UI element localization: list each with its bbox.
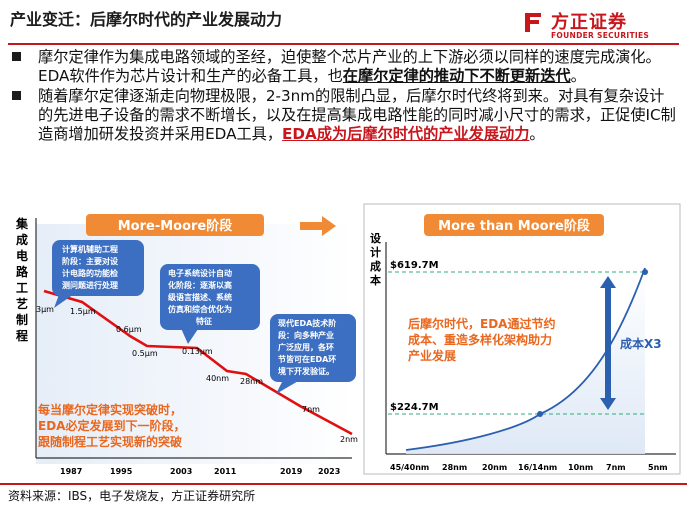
title-divider: [8, 43, 679, 45]
bullet-text: 摩尔定律作为集成电路领域的圣经，迫使整个芯片产业的上下游必须以同样的速度完成演化…: [38, 48, 661, 85]
eda-stage-callout-esda: 电子系统设计自动 化阶段：逐渐以高 级语言描述、系统 仿真和综合优化为 特征: [160, 264, 260, 344]
node-label: 1.5μm: [70, 307, 96, 316]
y-label-char: 集: [15, 216, 29, 231]
callout-line: 电子系统设计自动: [168, 268, 232, 278]
year-tick-label: 2019: [280, 467, 303, 476]
node-label: 3μm: [36, 305, 54, 314]
right-banner-text: More than Moore阶段: [438, 218, 590, 234]
bullet-emphasis: 在摩尔定律的推动下不断更新迭代: [342, 67, 571, 85]
y-label-char: 成: [370, 259, 381, 273]
source-note: 资料来源：IBS，电子发烧友，方正证券研究所: [8, 489, 256, 503]
left-chart: 集 成 电 路 工 艺 制 程 More-Moore阶段 3μm 1.5μm 0…: [15, 214, 358, 476]
callout-line: 化阶段：逐渐以高: [168, 280, 232, 290]
right-y-label: 设 计 成 本: [370, 231, 382, 287]
y-label-char: 计: [370, 245, 381, 259]
y-label-char: 成: [16, 232, 28, 247]
node-tick-label: 10nm: [568, 463, 593, 472]
post-moore-note-line: 成本、重造多样化架构助力: [408, 332, 552, 347]
eda-stage-callout-cae: 计算机辅助工程 阶段：主要对设 计电路的功能检 测问题进行处理: [52, 240, 144, 308]
right-chart-frame: [363, 203, 681, 475]
bottom-cost-label: $224.7M: [390, 402, 439, 413]
node-label: 0.13μm: [182, 347, 213, 356]
callout-line: 计电路的功能检: [62, 268, 118, 278]
cost-point-16nm: [537, 411, 543, 417]
bullet-tail: 。: [570, 67, 586, 85]
y-label-char: 设: [370, 231, 382, 245]
transition-arrow-icon: [300, 216, 336, 236]
node-label: 40nm: [206, 374, 229, 383]
bullet-text: 随着摩尔定律逐渐走向物理极限，2-3nm的限制凸显，后摩尔时代终将到来。对具有复…: [38, 87, 676, 143]
bullet-emphasis: EDA成为后摩尔时代的产业发展动力: [282, 125, 530, 143]
node-tick-label: 16/14nm: [518, 463, 557, 472]
post-moore-note-line: 产业发展: [408, 348, 456, 363]
year-tick-label: 2011: [214, 467, 237, 476]
brand-logo: 方正证券 FOUNDER SECURITIES: [523, 4, 673, 44]
callout-line: 测问题进行处理: [62, 280, 118, 290]
post-moore-note-line: 后摩尔时代，EDA通过节约: [408, 316, 555, 331]
node-label: 28nm: [240, 377, 263, 386]
year-tick-label: 1987: [60, 467, 82, 476]
left-banner-text: More-Moore阶段: [118, 218, 233, 234]
eda-stage-callout-modern: 现代EDA技术阶 段：向多种产业 广泛应用，各环 节皆可在EDA环 境下开发验证…: [270, 314, 356, 394]
node-label: 0.5μm: [132, 349, 158, 358]
node-tick-label: 45/40nm: [390, 463, 429, 472]
top-cost-label: $619.7M: [390, 260, 439, 271]
year-tick-label: 2003: [170, 467, 192, 476]
process-node-trend-line: [43, 289, 353, 436]
right-chart: More than Moore阶段 设 计 成 本 $619.7M $224.7…: [363, 203, 681, 475]
callout-line: 级语言描述、系统: [167, 292, 232, 302]
year-tick-label: 1995: [110, 467, 133, 476]
arrow-up-icon: [600, 276, 616, 288]
footer-divider: [0, 483, 687, 485]
node-label: 2nm: [340, 435, 358, 444]
node-tick-label: 7nm: [606, 463, 626, 472]
year-tick-label: 2023: [318, 467, 340, 476]
brand-name: 方正证券: [551, 12, 627, 33]
bullet-list: 摩尔定律作为集成电路领域的圣经，迫使整个芯片产业的上下游必须以同样的速度完成演化…: [10, 48, 678, 145]
y-label-char: 艺: [16, 296, 28, 311]
node-label: 0.6μm: [116, 325, 142, 334]
left-stage-banner: [86, 214, 264, 236]
callout-line: 阶段：主要对设: [62, 256, 118, 266]
bullet-square-icon: [12, 52, 21, 61]
cost-area: [406, 268, 645, 454]
callout-line: 仿真和综合优化为: [168, 304, 232, 314]
left-y-label: 集 成 电 路 工 艺 制 程: [15, 216, 29, 343]
callout-line: 特征: [196, 316, 212, 326]
node-tick-label: 5nm: [648, 463, 668, 472]
y-label-char: 电: [16, 248, 28, 263]
bullet-square-icon: [12, 91, 21, 100]
moore-note-line: EDA必定发展到下一阶段，: [38, 418, 185, 433]
y-label-char: 本: [370, 273, 381, 287]
y-label-char: 制: [16, 312, 28, 327]
y-label-char: 路: [16, 264, 29, 279]
y-label-char: 程: [16, 328, 28, 343]
page-title: 产业变迁：后摩尔时代的产业发展动力: [10, 10, 283, 29]
callout-line: 计算机辅助工程: [62, 244, 118, 254]
bullet-tail: 。: [529, 125, 545, 143]
node-label: 7nm: [302, 405, 320, 414]
bullet-item: 摩尔定律作为集成电路领域的圣经，迫使整个芯片产业的上下游必须以同样的速度完成演化…: [10, 48, 678, 86]
cost-multiplier-label: 成本X3: [620, 336, 662, 351]
right-stage-banner: [424, 214, 604, 236]
moore-note-line: 跟随制程工艺实现新的突破: [38, 434, 182, 449]
moore-note-line: 每当摩尔定律实现突破时，: [38, 402, 182, 417]
callout-line: 广泛应用，各环: [278, 342, 334, 352]
brand-name-en: FOUNDER SECURITIES: [551, 31, 650, 40]
y-label-char: 工: [16, 281, 28, 295]
callout-line: 境下开发验证。: [278, 366, 334, 376]
callout-line: 节皆可在EDA环: [278, 354, 336, 364]
cost-point-5nm: [642, 269, 648, 275]
callout-line: 段：向多种产业: [278, 330, 334, 340]
bullet-item: 随着摩尔定律逐渐走向物理极限，2-3nm的限制凸显，后摩尔时代终将到来。对具有复…: [10, 87, 678, 144]
founder-logo-icon: [525, 13, 541, 32]
arrow-down-icon: [600, 398, 616, 410]
callout-line: 现代EDA技术阶: [278, 318, 336, 328]
figure: 集 成 电 路 工 艺 制 程 More-Moore阶段 3μm 1.5μm 0…: [15, 203, 681, 476]
node-tick-label: 20nm: [482, 463, 507, 472]
node-tick-label: 28nm: [442, 463, 467, 472]
